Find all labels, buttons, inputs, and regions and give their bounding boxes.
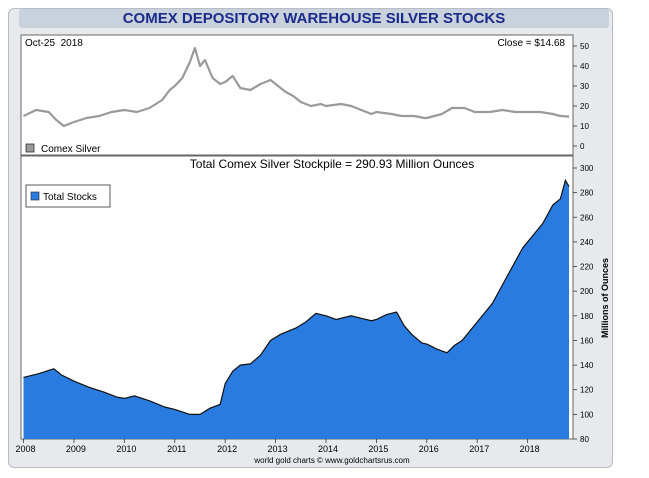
x-tick-label: 2010 xyxy=(116,444,136,454)
stocks-y-tick-label: 180 xyxy=(580,312,594,321)
stocks-y-tick-label: 100 xyxy=(580,410,594,419)
x-tick-label: 2013 xyxy=(268,444,288,454)
top-close-label: Close = $14.68 xyxy=(497,38,565,49)
top-y-tick-label: 10 xyxy=(580,122,589,131)
stocks-legend-box xyxy=(25,184,111,208)
stocks-y-tick-label: 240 xyxy=(580,238,594,247)
chart-title: COMEX DEPOSITORY WAREHOUSE SILVER STOCKS xyxy=(122,10,506,27)
stocks-y-tick-label: 160 xyxy=(580,336,594,345)
silver-legend-label: Comex Silver xyxy=(41,144,101,155)
x-tick-label: 2012 xyxy=(217,444,237,454)
stocks-y-tick-label: 200 xyxy=(580,287,594,296)
silver-legend-swatch xyxy=(25,143,35,153)
x-tick-label: 2015 xyxy=(368,444,388,454)
total-stocks-area xyxy=(23,180,569,440)
x-tick-label: 2011 xyxy=(167,444,186,454)
x-tick-label: 2014 xyxy=(318,444,338,454)
top-y-tick-label: 20 xyxy=(580,102,589,111)
stocks-legend-swatch xyxy=(30,191,40,201)
top-panel-bg xyxy=(20,34,574,156)
top-y-tick-label: 40 xyxy=(580,62,589,71)
stocks-y-tick-label: 280 xyxy=(580,189,594,198)
stocks-y-axis-label: Millions of Ounces xyxy=(600,258,610,338)
top-y-tick-label: 0 xyxy=(580,142,585,151)
total-stocks-edge xyxy=(23,178,570,415)
top-date-label: Oct-25 2018 xyxy=(25,38,83,49)
stocks-y-tick-label: 260 xyxy=(580,213,594,222)
stocks-y-tick-label: 120 xyxy=(580,386,594,395)
top-y-tick-label: 30 xyxy=(580,82,589,91)
footer-credit: world gold charts © www.goldchartsrus.co… xyxy=(253,456,410,465)
top-y-tick-label: 50 xyxy=(580,42,589,51)
stocks-legend-label: Total Stocks xyxy=(43,192,97,203)
x-tick-label: 2008 xyxy=(16,444,36,454)
x-tick-label: 2016 xyxy=(419,444,439,454)
stocks-y-tick-label: 140 xyxy=(580,361,594,370)
stocks-y-tick-label: 300 xyxy=(580,164,594,173)
stocks-title: Total Comex Silver Stockpile = 290.93 Mi… xyxy=(190,157,474,171)
x-tick-label: 2018 xyxy=(520,444,540,454)
x-tick-label: 2017 xyxy=(469,444,489,454)
chart-title-bar: COMEX DEPOSITORY WAREHOUSE SILVER STOCKS xyxy=(19,9,609,28)
stocks-y-tick-label: 220 xyxy=(580,263,594,272)
silver-price-line xyxy=(23,46,570,128)
x-tick-label: 2009 xyxy=(66,444,86,454)
stocks-y-tick-label: 80 xyxy=(580,435,589,444)
